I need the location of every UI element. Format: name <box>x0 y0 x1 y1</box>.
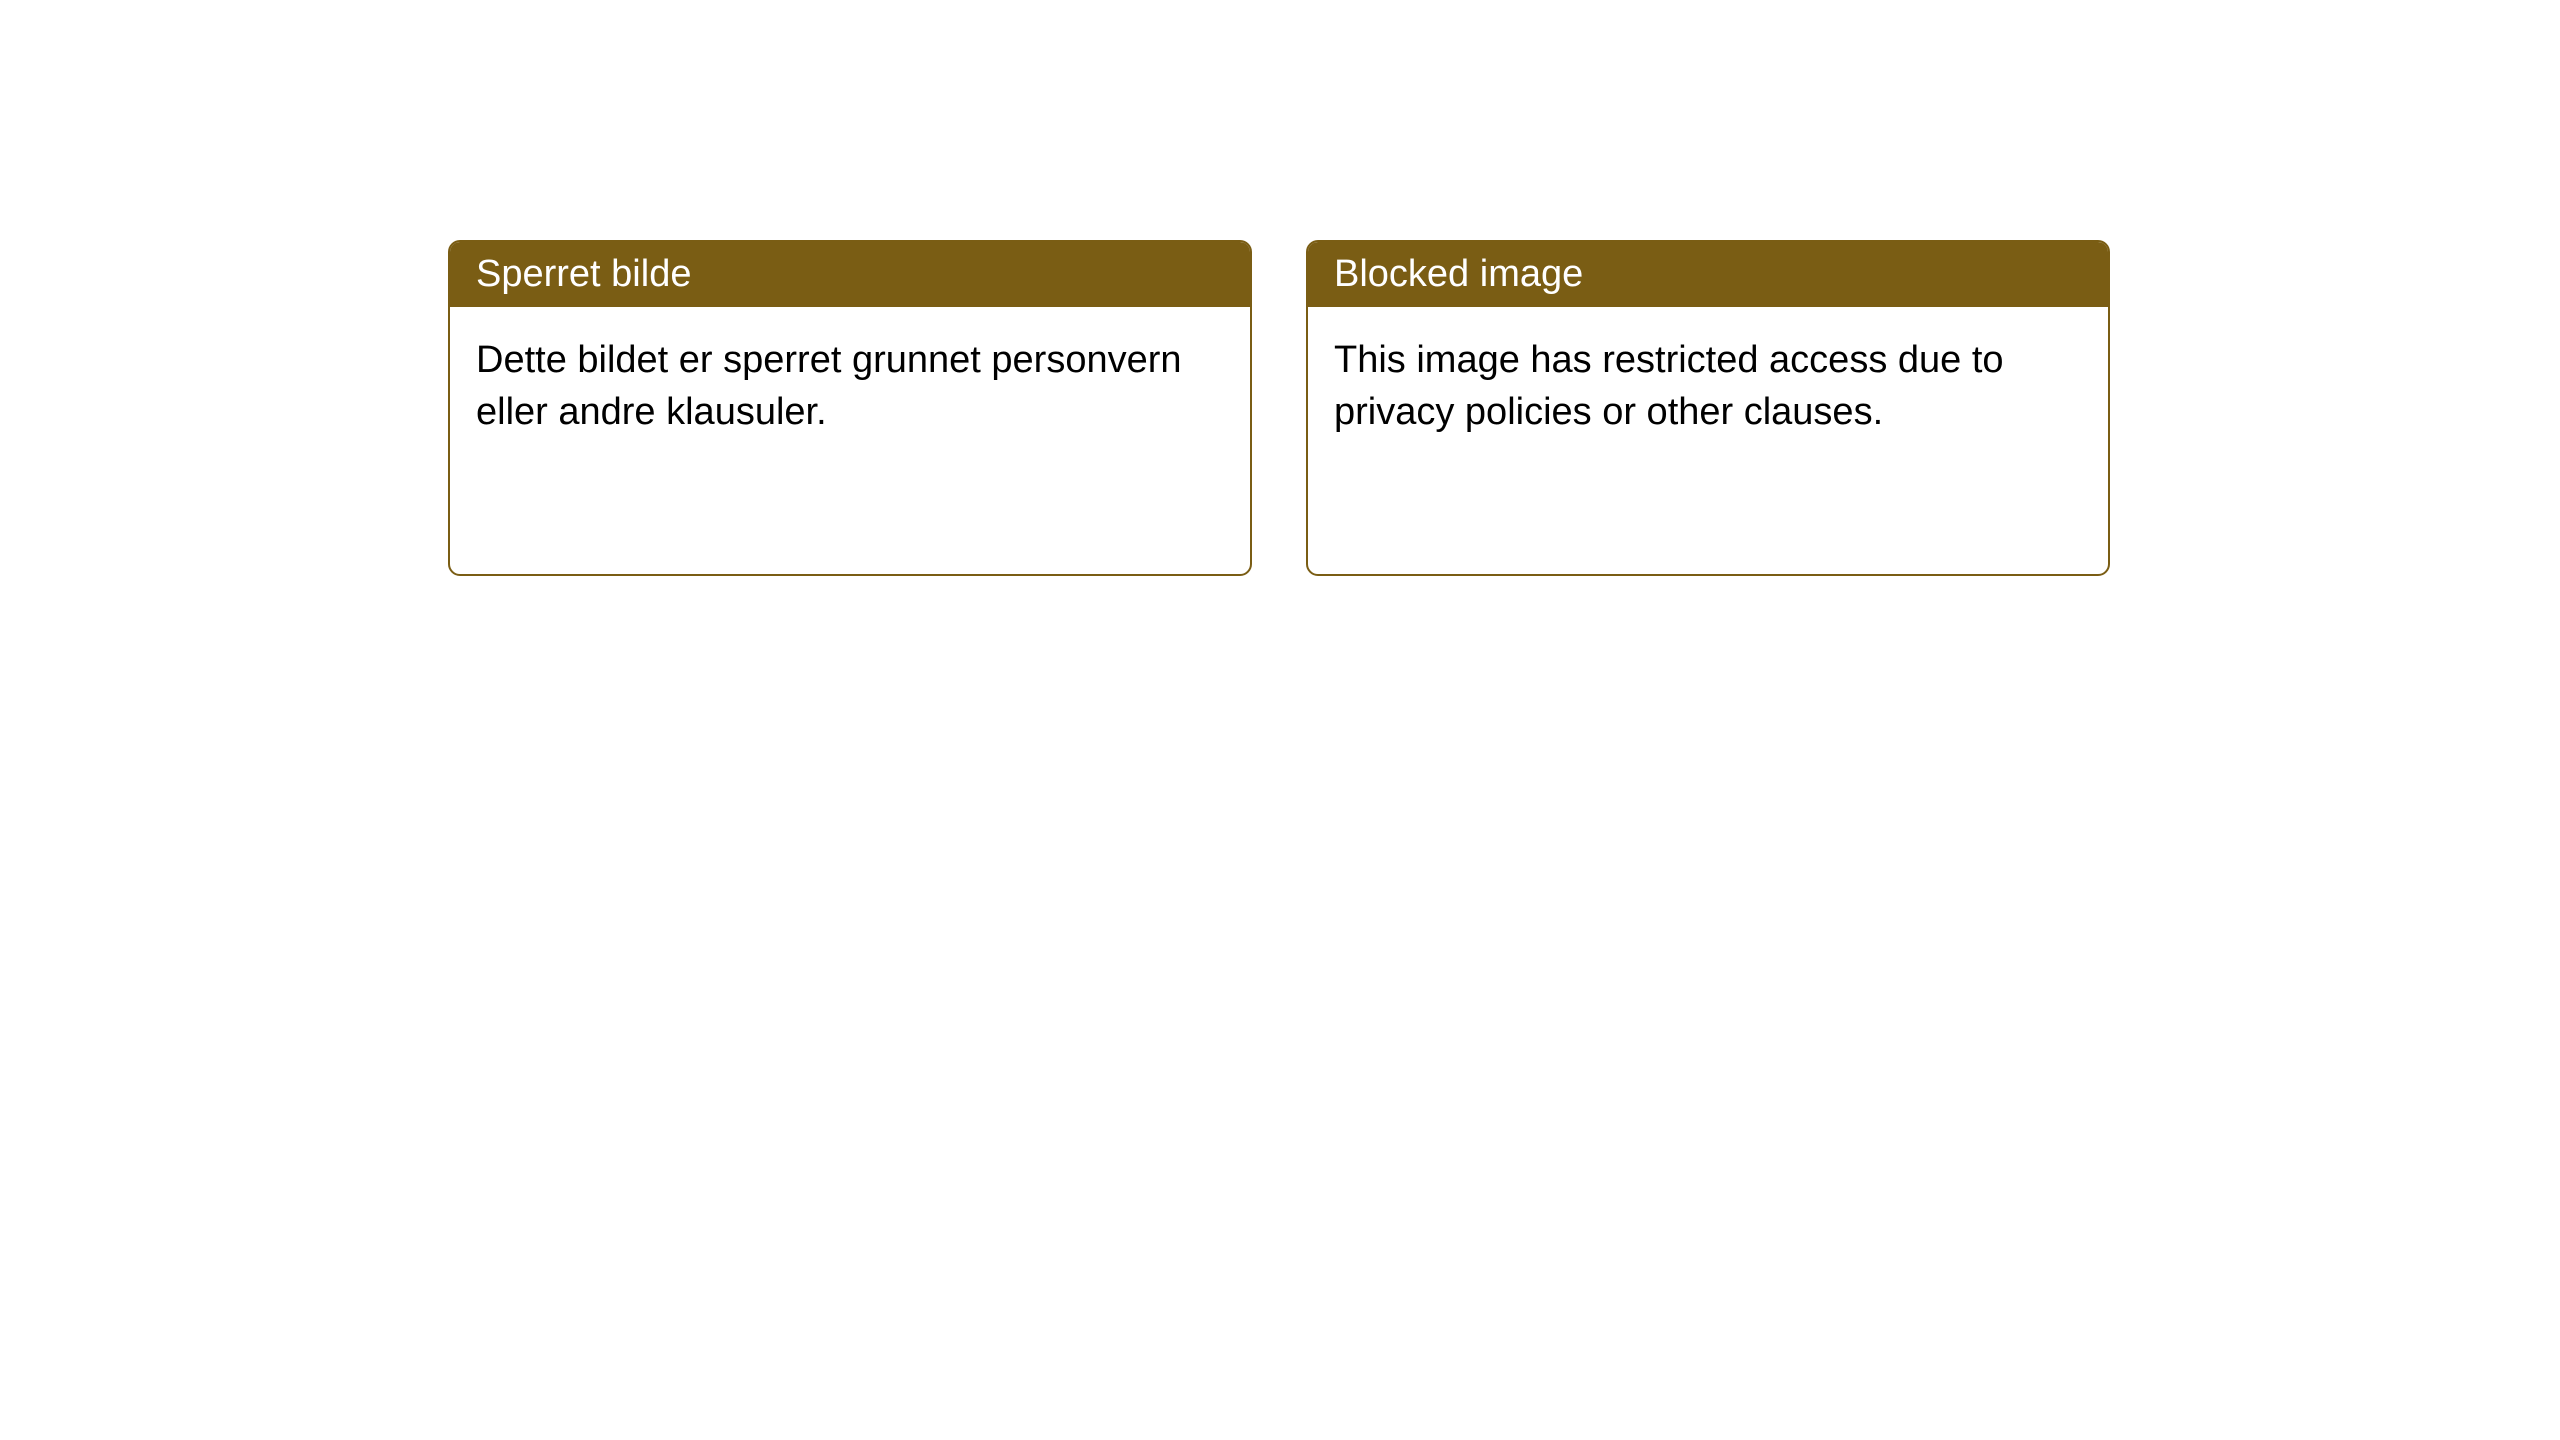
card-title: Blocked image <box>1334 253 1583 295</box>
card-header: Blocked image <box>1308 242 2108 307</box>
notice-cards-container: Sperret bilde Dette bildet er sperret gr… <box>448 240 2110 576</box>
card-body-text: Dette bildet er sperret grunnet personve… <box>476 339 1182 432</box>
card-header: Sperret bilde <box>450 242 1250 307</box>
notice-card-norwegian: Sperret bilde Dette bildet er sperret gr… <box>448 240 1252 576</box>
card-body-text: This image has restricted access due to … <box>1334 339 2004 432</box>
notice-card-english: Blocked image This image has restricted … <box>1306 240 2110 576</box>
card-title: Sperret bilde <box>476 253 691 295</box>
card-body: Dette bildet er sperret grunnet personve… <box>450 307 1250 466</box>
card-body: This image has restricted access due to … <box>1308 307 2108 466</box>
